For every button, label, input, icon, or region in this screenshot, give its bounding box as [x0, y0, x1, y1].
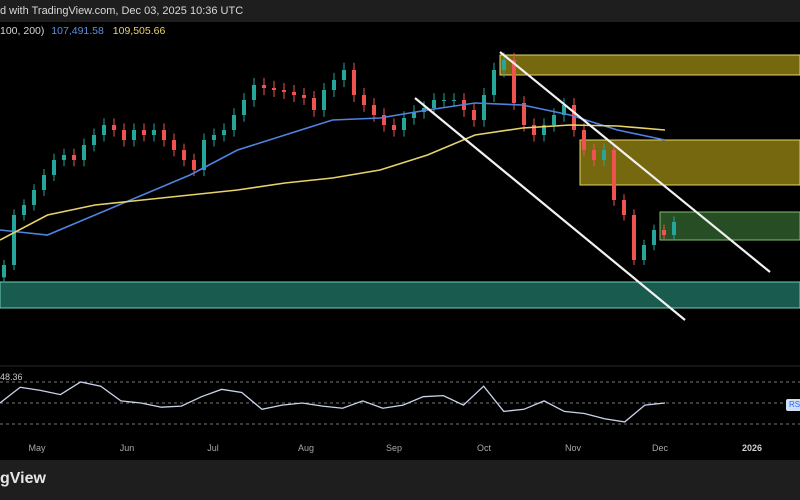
candle-body: [532, 125, 536, 135]
candle-body: [292, 92, 296, 95]
candle-body: [2, 265, 6, 278]
candle-body: [142, 130, 146, 135]
time-tick-dec: Dec: [651, 443, 669, 453]
ma100-value: 107,491.58: [51, 25, 104, 37]
candle-body: [662, 230, 666, 235]
candle-body: [382, 115, 386, 125]
candle-body: [572, 105, 576, 130]
time-tick-oct: Oct: [476, 443, 492, 453]
time-tick-aug: Aug: [297, 443, 315, 453]
ma100-line: [0, 102, 666, 236]
candle-body: [362, 95, 366, 105]
candle-body: [322, 90, 326, 110]
zone-resistance-2: [659, 211, 800, 241]
zone-supply-0: [499, 54, 800, 76]
candle-body: [162, 130, 166, 140]
candle-body: [222, 130, 226, 135]
candle-body: [152, 130, 156, 135]
time-tick-may: May: [28, 443, 46, 453]
price-chart[interactable]: [0, 0, 800, 460]
candle-body: [342, 70, 346, 80]
channel-upper: [499, 51, 771, 273]
candle-body: [332, 80, 336, 90]
candle-body: [102, 125, 106, 135]
candle-body: [242, 100, 246, 115]
candle-body: [212, 135, 216, 140]
rsi-line: [0, 381, 666, 423]
candle-body: [182, 150, 186, 160]
candle-body: [232, 115, 236, 130]
candle-body: [482, 95, 486, 120]
candle-body: [302, 95, 306, 98]
time-tick-sep: Sep: [385, 443, 403, 453]
candle-body: [72, 155, 76, 160]
candle-body: [402, 118, 406, 130]
candle-body: [22, 205, 26, 215]
candle-body: [652, 230, 656, 245]
tradingview-brand: gView: [0, 470, 46, 487]
candle-body: [612, 150, 616, 200]
candle-body: [92, 135, 96, 145]
candle-body: [312, 98, 316, 110]
candle-body: [82, 145, 86, 160]
time-tick-nov: Nov: [564, 443, 582, 453]
candle-body: [582, 130, 586, 150]
candle-body: [562, 105, 566, 115]
candle-body: [492, 70, 496, 95]
candle-body: [12, 215, 16, 265]
candle-body: [542, 125, 546, 135]
candle-body: [442, 100, 446, 101]
candle-body: [202, 140, 206, 170]
footer-bar: gView: [0, 460, 800, 500]
candle-body: [592, 150, 596, 160]
time-tick-jun: Jun: [119, 443, 135, 453]
candle-body: [42, 175, 46, 190]
candle-body: [502, 60, 506, 70]
ma200-value: 109,505.66: [112, 25, 166, 37]
rsi-tag: RS: [786, 399, 800, 411]
candle-body: [282, 90, 286, 92]
candle-body: [172, 140, 176, 150]
candle-body: [672, 222, 676, 235]
candle-body: [512, 60, 516, 103]
candle-body: [32, 190, 36, 205]
candle-body: [522, 103, 526, 125]
candle-body: [112, 125, 116, 130]
candle-body: [552, 115, 556, 125]
candle-body: [452, 100, 456, 101]
rsi-value-label: 48.36: [0, 372, 23, 382]
candle-body: [602, 150, 606, 160]
candle-body: [392, 125, 396, 130]
publish-header: d with TradingView.com, Dec 03, 2025 10:…: [0, 0, 800, 22]
candle-body: [62, 155, 66, 160]
ma-legend: 100, 200) 107,491.58 109,505.66: [0, 24, 165, 38]
candle-body: [622, 200, 626, 215]
publish-text: d with TradingView.com, Dec 03, 2025 10:…: [0, 5, 244, 17]
candle-body: [372, 105, 376, 115]
candle-body: [472, 110, 476, 120]
time-tick-2026: 2026: [741, 443, 763, 453]
candle-body: [352, 70, 356, 95]
candle-body: [412, 112, 416, 118]
candle-body: [262, 85, 266, 88]
channel-lower: [414, 97, 686, 321]
candle-body: [52, 160, 56, 175]
candle-body: [642, 245, 646, 260]
candle-body: [632, 215, 636, 260]
candle-body: [272, 88, 276, 90]
zone-support-3: [0, 281, 800, 309]
time-tick-jul: Jul: [207, 443, 219, 453]
candle-body: [132, 130, 136, 140]
ma200-line: [0, 124, 666, 241]
candle-body: [252, 85, 256, 100]
ma-params: 100, 200): [0, 25, 45, 37]
candle-body: [432, 100, 436, 108]
candle-body: [122, 130, 126, 140]
candle-body: [192, 160, 196, 170]
